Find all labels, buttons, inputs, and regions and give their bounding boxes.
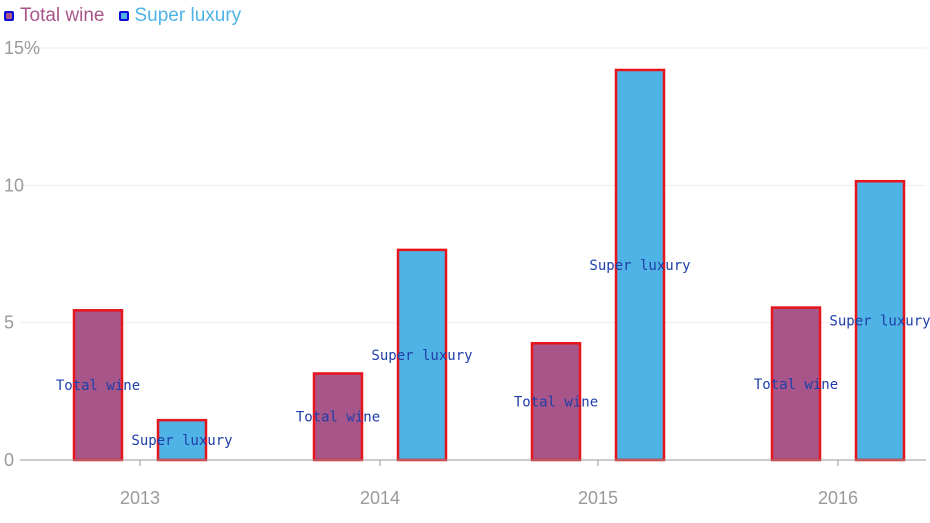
bar-total-wine-2014[interactable] (312, 372, 364, 462)
bar-labels: Total wine Super luxury Total wine Super lu… (56, 258, 930, 449)
bar-super-luxury-2015[interactable] (614, 68, 666, 462)
y-tick-label: 15% (4, 38, 40, 58)
legend-swatch-total-wine (4, 11, 14, 21)
bar-total-wine-2016[interactable] (770, 306, 822, 462)
legend-item-super-luxury[interactable]: Super luxury (118, 5, 242, 27)
legend: Total wine Super luxury (4, 4, 241, 28)
legend-swatch-super-luxury (118, 11, 129, 21)
y-tick-label: 10 (4, 175, 24, 195)
gridlines (20, 47, 926, 324)
bar-label: Total wine (296, 410, 380, 426)
bar-super-luxury-2016[interactable] (854, 179, 906, 462)
bar-label: Super luxury (131, 433, 232, 449)
y-axis-ticks: 0 5 10 15% (4, 38, 40, 470)
bar-label: Super luxury (371, 348, 472, 364)
bar-label: Total wine (56, 378, 140, 394)
bar-label: Total wine (754, 377, 838, 393)
bar-label: Super luxury (589, 258, 690, 274)
x-axis-ticks: 2013 2014 2015 2016 (120, 460, 858, 508)
bar-label: Total wine (514, 395, 598, 411)
x-tick-label: 2013 (120, 488, 160, 508)
bar-label: Super luxury (829, 314, 930, 330)
legend-label-super-luxury: Super luxury (134, 5, 242, 26)
legend-item-total-wine[interactable]: Total wine (4, 5, 105, 27)
bar-super-luxury-2014[interactable] (396, 248, 448, 462)
x-tick-label: 2016 (818, 488, 858, 508)
bar-total-wine-2015[interactable] (530, 342, 582, 462)
legend-label-total-wine: Total wine (20, 5, 105, 26)
y-tick-label: 0 (4, 450, 14, 470)
x-tick-label: 2014 (360, 488, 400, 508)
x-tick-label: 2015 (578, 488, 618, 508)
bars (72, 68, 906, 462)
y-tick-label: 5 (4, 313, 14, 333)
